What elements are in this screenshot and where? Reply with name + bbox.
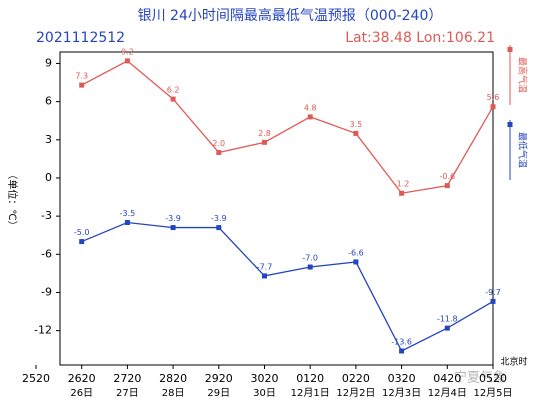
x-tick-label: 2820 [159, 372, 187, 385]
value-label: -1.2 [394, 180, 410, 189]
y-tick-label: 0 [45, 171, 52, 184]
point [216, 150, 222, 156]
value-label: 2.0 [212, 139, 225, 148]
value-label: -3.9 [165, 214, 181, 223]
point [353, 130, 359, 136]
value-label: -6.6 [348, 248, 364, 257]
x-date-label: 12月4日 [428, 387, 467, 399]
x-date-label: 12月5日 [473, 387, 512, 399]
chart-title: 银川 24小时间隔最高最低气温预报（000-240） [138, 7, 443, 24]
y-tick-label: 9 [45, 56, 52, 69]
x-tick-label: 0420 [433, 372, 461, 385]
y-tick-label: -6 [41, 247, 52, 260]
value-label: 7.3 [75, 72, 88, 81]
x-date-label: 29日 [207, 388, 230, 399]
value-label: 9.2 [121, 47, 134, 56]
x-tick-label: 0220 [342, 372, 370, 385]
y-tick-label: 6 [45, 95, 52, 108]
x-tick-label: 3020 [251, 372, 279, 385]
x-tick-label: 2520 [22, 372, 50, 385]
value-label: -3.9 [211, 214, 227, 223]
value-label: 6.2 [167, 86, 180, 95]
point [444, 325, 450, 331]
x-note: 北京时 [500, 356, 527, 368]
value-label: -0.6 [439, 172, 455, 181]
value-label: -5.0 [74, 228, 90, 237]
value-label: -9.7 [485, 288, 501, 297]
x-date-label: 12月1日 [291, 387, 330, 399]
x-date-label: 28日 [162, 388, 185, 399]
point [353, 259, 359, 265]
value-label: 4.8 [304, 103, 317, 112]
x-tick-label: 0520 [479, 372, 507, 385]
point [216, 225, 222, 231]
point [262, 139, 267, 145]
x-date-label: 12月2日 [336, 387, 375, 399]
point [399, 190, 405, 196]
watermark: 宁夏气象 [454, 370, 506, 386]
legend-marker [507, 47, 513, 52]
series-line [81, 60, 494, 194]
value-label: 3.5 [350, 120, 363, 129]
point [307, 114, 313, 120]
legend-marker [507, 122, 513, 127]
x-tick-label: 0320 [388, 372, 416, 385]
x-tick-label: 2620 [68, 372, 96, 385]
point [490, 298, 496, 304]
legend-label: 最高气温 [517, 57, 529, 93]
x-tick-label: 2920 [205, 372, 233, 385]
series-line [81, 221, 494, 352]
point [79, 82, 85, 88]
value-label: -3.5 [120, 209, 136, 218]
x-date-label: 30日 [253, 388, 276, 399]
point [170, 225, 176, 231]
point [307, 264, 313, 270]
value-label: -7.0 [302, 254, 318, 263]
x-tick-label: 2720 [113, 372, 141, 385]
y-axis-label: （单位：℃） [6, 169, 19, 230]
value-label: 2.8 [258, 129, 271, 138]
run-time: 2021112512 [36, 30, 125, 46]
point [490, 104, 496, 110]
x-date-label: 27日 [116, 388, 139, 399]
value-label: -7.7 [257, 262, 273, 271]
point [124, 219, 130, 225]
point [444, 183, 450, 189]
x-date-label: 12月3日 [382, 387, 421, 399]
point [262, 273, 267, 279]
legend-label: 最低气温 [517, 132, 529, 168]
x-tick-label: 0120 [296, 372, 324, 385]
value-label: -13.6 [391, 338, 412, 347]
point [399, 348, 405, 354]
plot-frame [59, 51, 494, 366]
point [170, 96, 176, 102]
point [79, 239, 85, 245]
value-label: -11.8 [437, 315, 458, 324]
y-tick-label: -9 [41, 285, 52, 298]
y-tick-label: 3 [45, 133, 52, 146]
y-tick-label: -12 [34, 324, 52, 337]
value-label: 5.6 [487, 93, 500, 102]
point [124, 58, 130, 64]
y-tick-label: -3 [41, 209, 52, 222]
x-date-label: 26日 [70, 388, 93, 399]
location: Lat:38.48 Lon:106.21 [345, 30, 495, 46]
